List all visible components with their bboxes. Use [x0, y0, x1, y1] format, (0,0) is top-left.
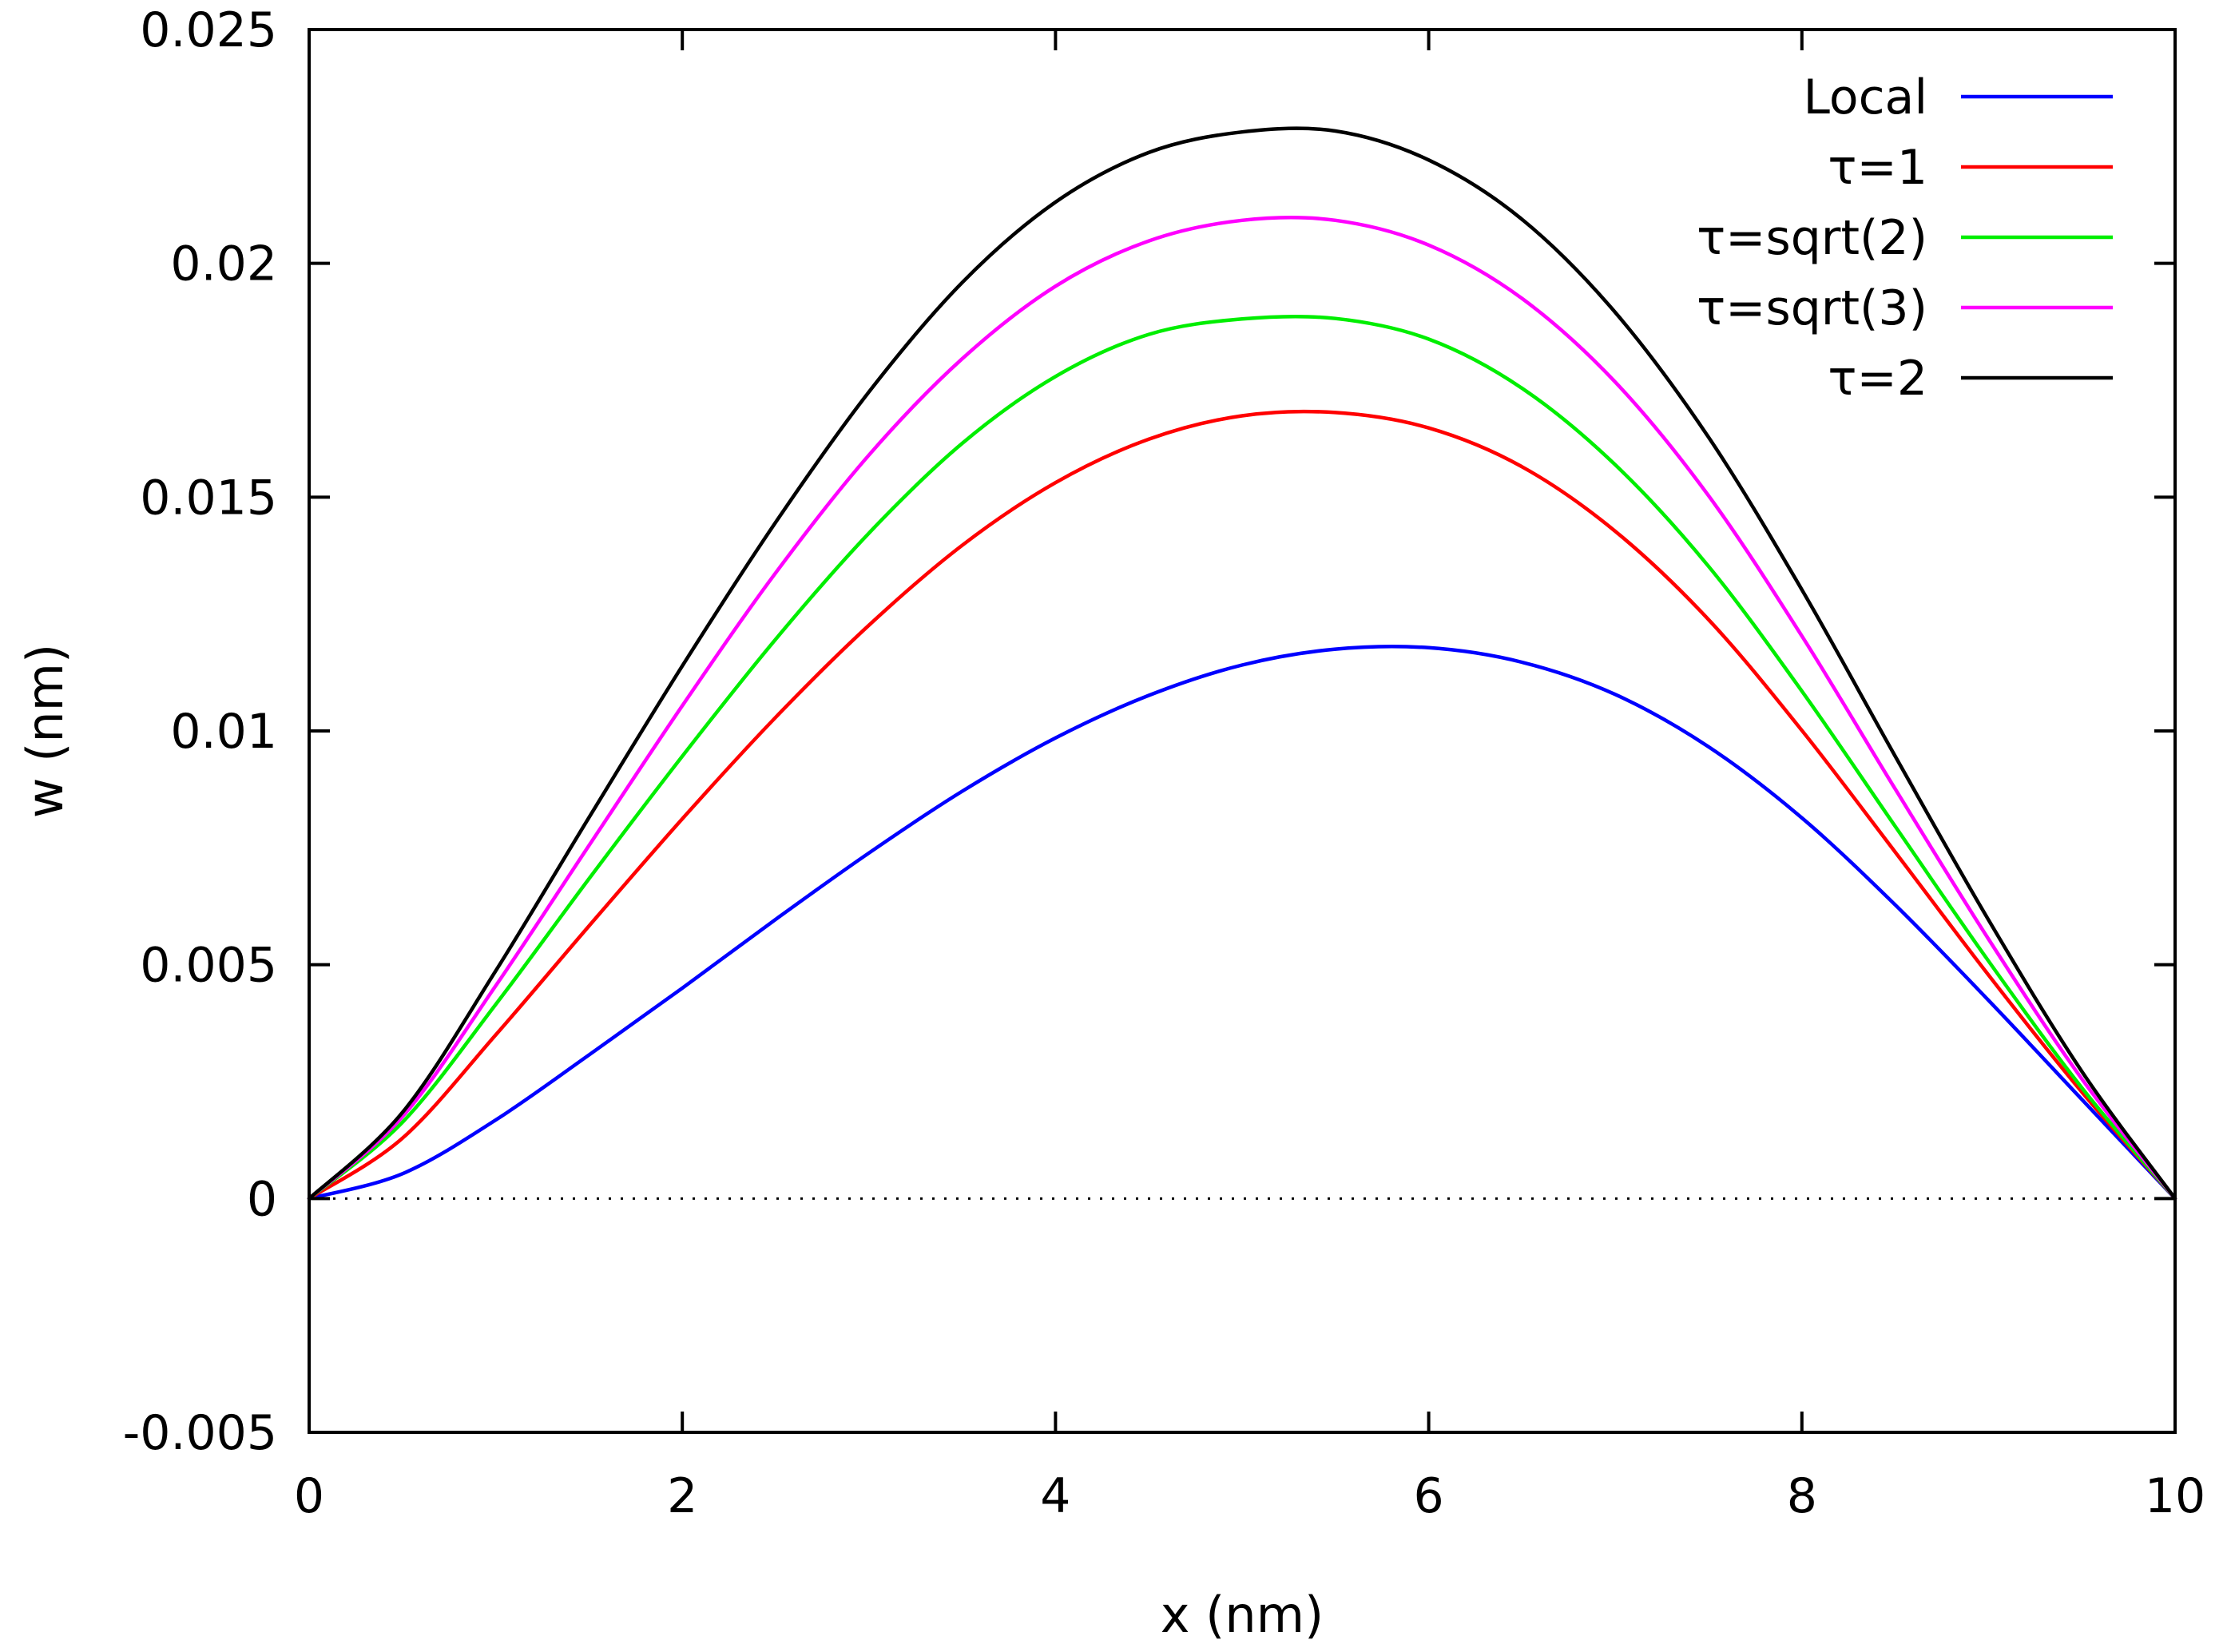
x-tick-label: 0 [294, 1468, 324, 1524]
x-tick-label: 6 [1414, 1468, 1444, 1524]
legend-label: τ=1 [1828, 140, 1927, 196]
y-tick-label: 0.015 [140, 470, 277, 526]
y-tick-label: -0.005 [123, 1405, 277, 1461]
legend-label: τ=sqrt(3) [1697, 280, 1927, 336]
x-tick-label: 2 [667, 1468, 697, 1524]
y-tick-label: 0.02 [170, 236, 277, 292]
series-line-sqrt-3 [307, 215, 2177, 1201]
series-line-sqrt-2 [307, 314, 2177, 1201]
series-line-2 [307, 126, 2177, 1201]
legend-label: τ=2 [1828, 351, 1927, 407]
x-tick-label: 8 [1787, 1468, 1817, 1524]
series-line-local [307, 644, 2177, 1201]
x-axis-label: x (nm) [1161, 1586, 1324, 1644]
y-tick-label: 0.01 [170, 704, 277, 760]
series-line-1 [307, 409, 2177, 1201]
y-tick-label: 0 [247, 1171, 277, 1227]
x-tick-label: 10 [2145, 1468, 2205, 1524]
legend-label: τ=sqrt(2) [1697, 210, 1927, 266]
y-axis-label: w (nm) [16, 644, 74, 818]
legend-label: Local [1803, 69, 1927, 125]
y-tick-label: 0.025 [140, 2, 277, 58]
y-tick-label: 0.005 [140, 938, 277, 994]
x-tick-label: 4 [1040, 1468, 1070, 1524]
